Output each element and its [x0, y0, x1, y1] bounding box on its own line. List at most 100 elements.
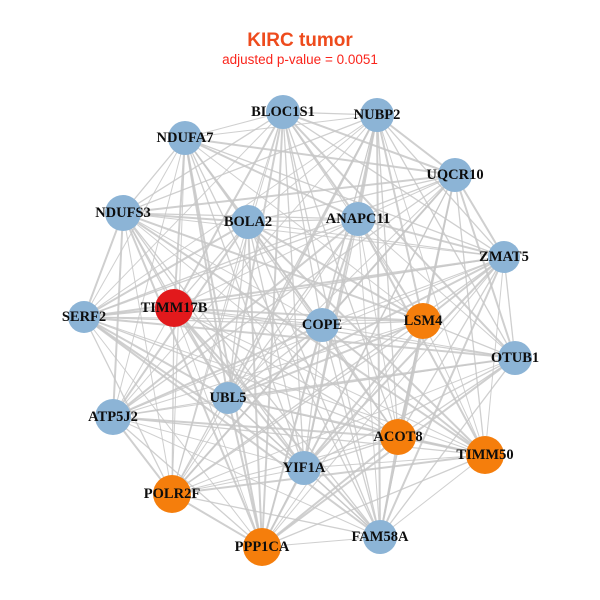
edge-ATP5J2-TIMM50 — [112, 416, 486, 456]
edge-TIMM17B-FAM58A — [173, 307, 381, 538]
edge-NDUFA7-ANAPC11 — [184, 137, 359, 220]
edge-ATP5J2-YIF1A — [112, 416, 305, 469]
edge-ACOT8-POLR2F — [171, 436, 399, 495]
edge-UQCR10-BOLA2 — [247, 174, 456, 223]
edge-COPE-POLR2F — [171, 324, 323, 495]
edge-NDUFA7-UQCR10 — [184, 137, 456, 176]
edge-NDUFS3-ACOT8 — [122, 212, 399, 438]
edge-ZMAT5-POLR2F — [171, 256, 505, 495]
edge-LSM4-YIF1A — [303, 320, 424, 469]
node-label-NUBP2: NUBP2 — [354, 107, 401, 123]
edge-ANAPC11-UBL5 — [227, 218, 359, 399]
edge-TIMM17B-TIMM50 — [173, 307, 486, 456]
node-YIF1A — [287, 451, 321, 485]
figure-subtitle: adjusted p-value = 0.0051 — [222, 52, 378, 67]
node-ACOT8 — [380, 419, 416, 455]
edge-ATP5J2-PPP1CA — [112, 416, 263, 548]
node-label-ACOT8: ACOT8 — [373, 429, 422, 445]
edge-NDUFS3-ATP5J2 — [112, 212, 124, 418]
node-BOLA2 — [231, 205, 265, 239]
edge-POLR2F-FAM58A — [171, 493, 381, 538]
edge-OTUB1-UBL5 — [227, 357, 516, 399]
edge-ANAPC11-TIMM17B — [173, 218, 359, 309]
node-SERF2 — [68, 301, 100, 333]
node-FAM58A — [363, 520, 397, 554]
labels-layer: BLOC1S1 NUBP2 NDUFA7 UQCR10 NDUFS3 BOLA2 ANAPC… — [62, 104, 539, 555]
edge-COPE-ATP5J2 — [112, 324, 323, 418]
edge-UQCR10-NDUFS3 — [122, 174, 456, 214]
edge-LSM4-POLR2F — [171, 320, 424, 495]
edge-ANAPC11-OTUB1 — [357, 218, 516, 359]
node-label-TIMM50: TIMM50 — [456, 447, 513, 463]
node-label-ATP5J2: ATP5J2 — [88, 409, 138, 425]
node-ZMAT5 — [488, 241, 520, 273]
node-label-OTUB1: OTUB1 — [491, 350, 539, 366]
node-COPE — [305, 308, 339, 342]
node-label-COPE: COPE — [302, 317, 342, 333]
edge-ANAPC11-SERF2 — [83, 218, 359, 318]
edge-TIMM17B-COPE — [173, 307, 323, 326]
edge-NDUFS3-BOLA2 — [122, 212, 249, 223]
node-POLR2F — [153, 475, 191, 513]
edge-NUBP2-NDUFS3 — [122, 114, 378, 214]
edge-NDUFS3-YIF1A — [122, 212, 305, 469]
edge-ZMAT5-TIMM17B — [173, 256, 505, 309]
node-TIMM50 — [466, 436, 504, 474]
node-label-TIMM17B: TIMM17B — [141, 300, 208, 316]
node-label-NDUFA7: NDUFA7 — [157, 130, 214, 146]
edge-SERF2-POLR2F — [83, 316, 173, 495]
edge-NDUFA7-YIF1A — [184, 137, 305, 469]
edge-ANAPC11-ATP5J2 — [112, 218, 359, 418]
node-label-UQCR10: UQCR10 — [426, 167, 483, 183]
edge-TIMM17B-ACOT8 — [173, 307, 399, 438]
edge-ANAPC11-COPE — [321, 218, 359, 326]
edge-ZMAT5-UBL5 — [227, 256, 505, 399]
edge-TIMM17B-ATP5J2 — [112, 307, 175, 418]
node-TIMM17B — [155, 289, 193, 327]
edges-layer — [83, 111, 516, 548]
edge-UBL5-PPP1CA — [227, 397, 263, 548]
node-BLOC1S1 — [266, 95, 300, 129]
node-NDUFA7 — [168, 121, 202, 155]
node-label-LSM4: LSM4 — [404, 313, 443, 329]
edge-NUBP2-OTUB1 — [376, 114, 516, 359]
edge-TIMM17B-OTUB1 — [173, 307, 516, 359]
edge-TIMM50-PPP1CA — [261, 454, 486, 548]
edge-NDUFS3-COPE — [122, 212, 323, 326]
edge-ATP5J2-ACOT8 — [112, 416, 399, 438]
node-label-UBL5: UBL5 — [209, 390, 246, 406]
node-NUBP2 — [360, 98, 394, 132]
node-label-YIF1A: YIF1A — [283, 460, 326, 476]
node-label-ANAPC11: ANAPC11 — [326, 211, 390, 227]
node-label-BLOC1S1: BLOC1S1 — [251, 104, 315, 120]
edge-ANAPC11-ACOT8 — [357, 218, 399, 438]
edge-COPE-UBL5 — [227, 324, 323, 399]
figure-title: KIRC tumor — [247, 30, 353, 51]
edge-OTUB1-YIF1A — [303, 357, 516, 469]
edge-NDUFA7-ZMAT5 — [184, 137, 505, 258]
edge-ATP5J2-UBL5 — [112, 397, 229, 418]
edge-BOLA2-ZMAT5 — [247, 221, 505, 258]
edge-LSM4-UBL5 — [227, 320, 424, 399]
edge-YIF1A-POLR2F — [171, 467, 305, 495]
node-label-FAM58A: FAM58A — [352, 529, 409, 545]
edge-NUBP2-BOLA2 — [247, 114, 378, 223]
edge-NDUFS3-PPP1CA — [122, 212, 263, 548]
edge-SERF2-UBL5 — [83, 316, 229, 399]
edge-PPP1CA-FAM58A — [261, 536, 381, 548]
node-ANAPC11 — [341, 202, 375, 236]
edge-ZMAT5-PPP1CA — [261, 256, 505, 548]
edge-SERF2-OTUB1 — [83, 316, 516, 359]
edge-COPE-PPP1CA — [261, 324, 323, 548]
edge-LSM4-TIMM50 — [422, 320, 486, 456]
node-UQCR10 — [438, 158, 472, 192]
node-label-ZMAT5: ZMAT5 — [479, 249, 529, 265]
edge-TIMM17B-LSM4 — [173, 307, 424, 322]
node-PPP1CA — [243, 528, 281, 566]
edge-OTUB1-POLR2F — [171, 357, 516, 495]
edge-TIMM50-POLR2F — [171, 454, 486, 495]
edge-BOLA2-SERF2 — [83, 221, 249, 318]
edge-ANAPC11-ZMAT5 — [357, 218, 505, 258]
